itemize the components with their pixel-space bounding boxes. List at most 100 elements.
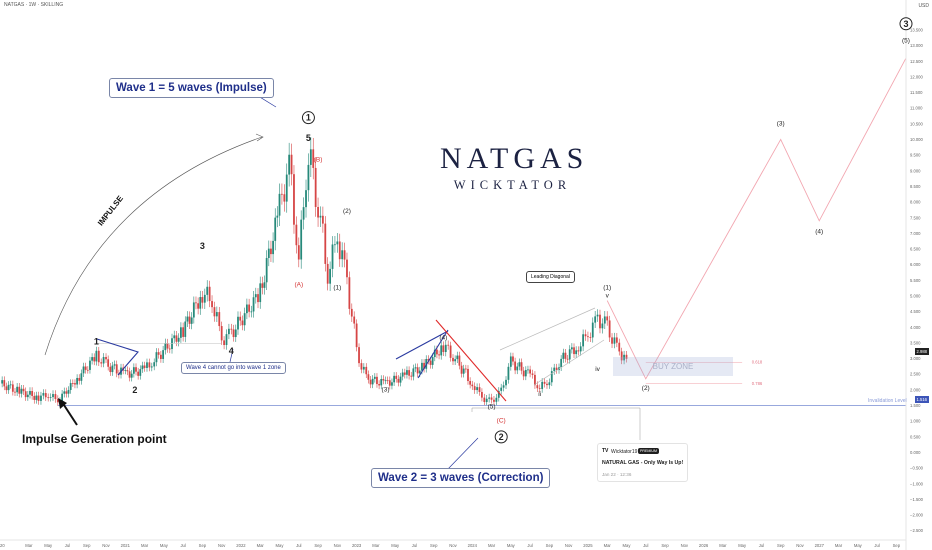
candle-body — [166, 343, 169, 349]
x-tick-label: Sep — [199, 543, 207, 548]
candle-body — [211, 301, 213, 308]
candle-body — [201, 297, 204, 303]
wave4-note: Wave 4 cannot go into wave 1 zone — [181, 362, 286, 374]
candle-body — [265, 258, 268, 283]
candle-body — [250, 311, 253, 313]
wave-label: 2 — [132, 385, 137, 395]
candle-body — [84, 366, 87, 370]
wave-label: v — [606, 292, 610, 299]
y-tick-label: 13.000 — [910, 43, 923, 48]
candle-body — [464, 368, 467, 370]
candle-body — [507, 366, 510, 380]
candle-body — [473, 386, 476, 391]
candle-body — [388, 380, 391, 386]
candle-body — [278, 193, 281, 216]
candle-body — [305, 190, 307, 208]
candle-body — [199, 297, 202, 309]
candle-body — [29, 391, 31, 395]
candle-body — [566, 358, 569, 360]
candle-body — [410, 375, 413, 377]
candle-body — [135, 367, 137, 372]
y-tick-label: −2.000 — [910, 513, 924, 518]
candle-body — [416, 367, 419, 374]
candle-body — [444, 344, 447, 353]
leading-diagonal-upper — [499, 307, 596, 351]
x-tick-label: Nov — [102, 543, 110, 548]
candle-body — [483, 397, 486, 403]
y-tick-label: 10.500 — [910, 121, 923, 126]
candle-body — [180, 327, 182, 338]
candle-body — [538, 388, 541, 390]
candle-body — [456, 355, 459, 360]
candle-body — [358, 347, 360, 364]
candle-body — [493, 399, 495, 402]
wave-label: (5) — [902, 37, 910, 44]
candle-body — [206, 286, 209, 295]
wave-label: (2) — [343, 208, 351, 215]
candle-body — [460, 365, 463, 374]
wave-label: (1) — [603, 285, 611, 292]
candle-body — [367, 374, 370, 380]
candle-body — [24, 391, 27, 398]
x-tick-label: 2021 — [121, 543, 131, 548]
candle-body — [9, 384, 12, 386]
candle-body — [91, 357, 93, 361]
candle-body — [141, 365, 144, 370]
candle-body — [522, 370, 525, 377]
projection-path — [606, 57, 907, 380]
y-tick-label: 3.000 — [910, 356, 921, 361]
x-tick-label: Sep — [546, 543, 554, 548]
candle-body — [173, 335, 176, 339]
x-tick-label: Jul — [180, 543, 185, 548]
impulse-generation-label: Impulse Generation point — [22, 432, 167, 446]
candle-body — [215, 312, 218, 317]
candle-body — [33, 395, 36, 400]
candle-body — [234, 329, 237, 338]
candle-body — [190, 317, 193, 324]
candle-body — [529, 369, 532, 374]
candle-body — [399, 376, 402, 383]
candle-body — [288, 154, 291, 175]
candle-body — [536, 385, 539, 389]
candle-body — [564, 352, 567, 359]
y-tick-label: 1.500 — [910, 403, 921, 408]
wave-label: 4 — [229, 346, 234, 356]
wave-label: (4) — [815, 228, 823, 235]
candle-body — [16, 386, 19, 393]
candle-body — [237, 316, 239, 330]
x-tick-label: May — [854, 543, 863, 548]
impulse-arc — [44, 136, 263, 356]
candle-body — [589, 337, 592, 338]
candle-body — [393, 375, 395, 383]
candle-body — [620, 351, 623, 361]
y-tick-label: 0.000 — [910, 450, 921, 455]
candle-body — [102, 356, 105, 364]
y-tick-label: 2.000 — [910, 387, 921, 392]
candle-body — [509, 356, 512, 367]
candle-body — [376, 376, 378, 385]
y-tick-label: 9.000 — [910, 168, 921, 173]
candle-body — [369, 379, 372, 385]
candle-body — [146, 362, 148, 368]
candle-body — [587, 336, 589, 338]
candle-body — [406, 370, 408, 375]
idea-card[interactable]: TV Wicktator19 PREMIUM NATURAL GAS - Onl… — [597, 443, 688, 482]
candle-body — [65, 391, 68, 394]
candle-body — [1, 380, 4, 384]
candle-body — [575, 350, 578, 355]
candle-body — [338, 241, 341, 260]
candle-body — [197, 303, 200, 309]
x-tick-label: Nov — [681, 543, 689, 548]
candle-body — [331, 244, 334, 269]
candle-body — [14, 391, 16, 393]
candle-body — [401, 372, 404, 377]
x-tick-label: Mar — [372, 543, 380, 548]
candle-body — [195, 302, 197, 304]
candle-body — [454, 359, 457, 362]
candle-body — [232, 329, 235, 338]
x-tick-label: May — [160, 543, 169, 548]
candle-body — [467, 368, 469, 382]
y-tick-label: 2.500 — [910, 372, 921, 377]
candle-body — [478, 387, 481, 392]
